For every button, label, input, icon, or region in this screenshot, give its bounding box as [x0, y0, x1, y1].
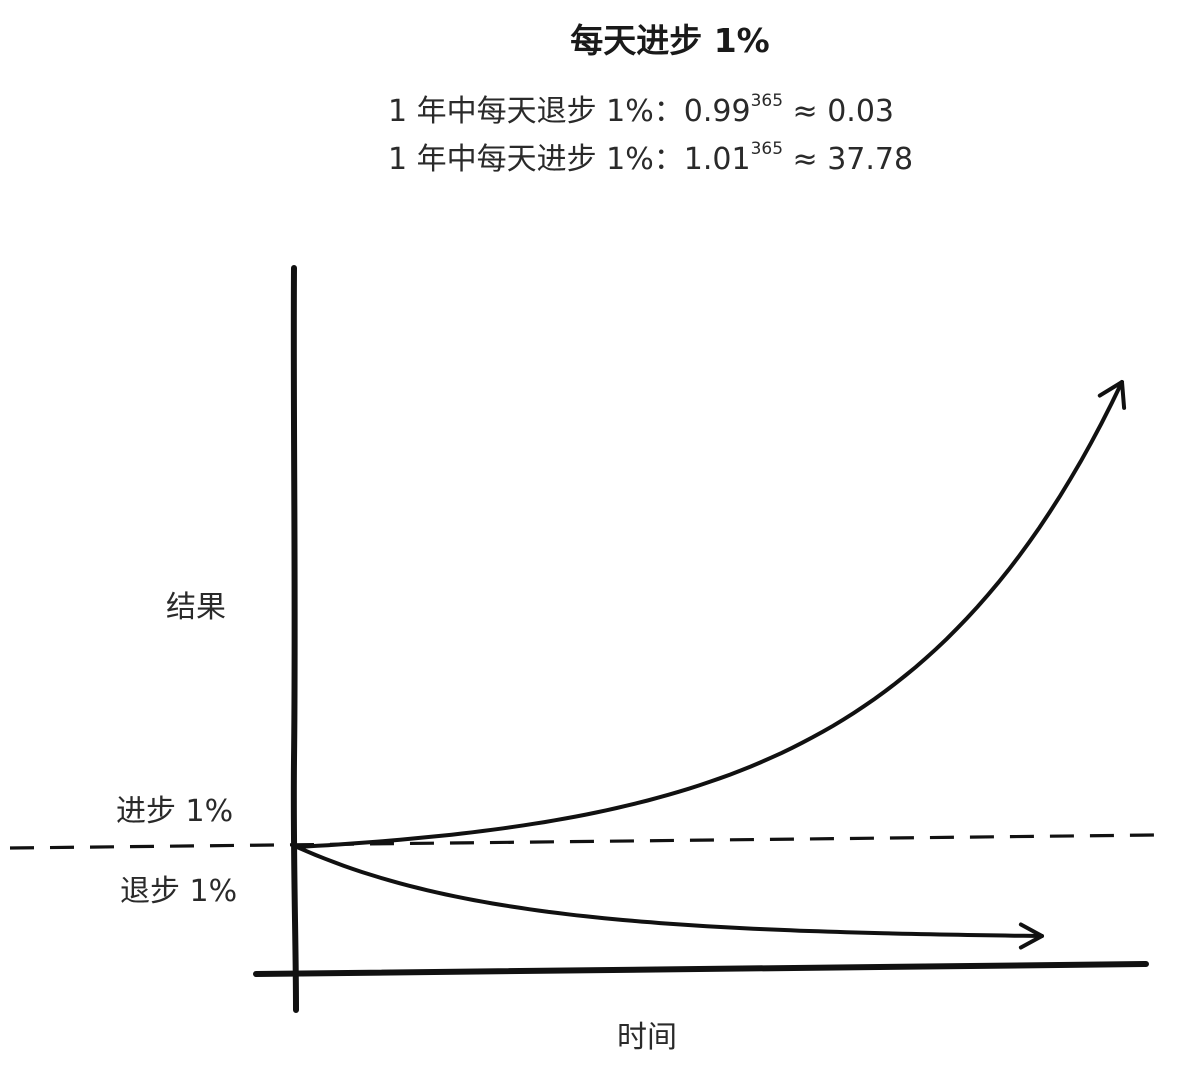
growth-formula-suffix: ≈ 37.78: [783, 142, 914, 177]
growth-arrowhead: [1097, 380, 1127, 410]
baseline-dashed-line: [9, 833, 1156, 850]
growth-formula: 1 年中每天进步 1%：1.01365 ≈ 37.78: [388, 134, 913, 178]
x-axis-label: 时间: [617, 1020, 677, 1055]
growth-formula-prefix: 1 年中每天进步 1%：1.01: [388, 142, 751, 177]
decline-formula-exponent: 365: [750, 91, 784, 111]
growth-formula-exponent: 365: [750, 139, 784, 159]
y-axis-label: 结果: [166, 590, 226, 625]
decline-series-label: 退步 1%: [120, 874, 238, 909]
growth-series-label: 进步 1%: [116, 794, 234, 829]
decline-formula-prefix: 1 年中每天退步 1%：0.99: [388, 94, 751, 129]
decline-formula: 1 年中每天退步 1%：0.99365 ≈ 0.03: [388, 86, 894, 130]
decline-arrowhead: [1018, 922, 1044, 950]
y-axis: [290, 265, 299, 1013]
x-axis: [253, 961, 1149, 977]
decline-series-line: [295, 845, 1044, 938]
decline-formula-suffix: ≈ 0.03: [783, 94, 895, 129]
chart-title: 每天进步 1%: [570, 21, 770, 60]
growth-series-line: [295, 380, 1124, 849]
